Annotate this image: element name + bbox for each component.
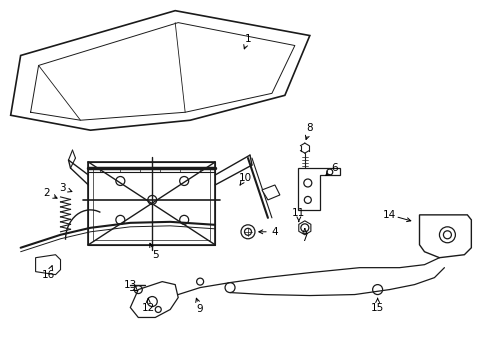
Text: 6: 6 bbox=[331, 163, 337, 173]
Text: 4: 4 bbox=[271, 227, 278, 237]
Text: 8: 8 bbox=[306, 123, 312, 133]
Text: 2: 2 bbox=[43, 188, 50, 198]
Text: 16: 16 bbox=[42, 270, 55, 280]
Text: 1: 1 bbox=[244, 33, 251, 44]
Polygon shape bbox=[262, 185, 279, 200]
Polygon shape bbox=[297, 168, 339, 210]
Text: 15: 15 bbox=[370, 302, 384, 312]
Polygon shape bbox=[11, 11, 309, 130]
Text: 11: 11 bbox=[292, 208, 305, 218]
Text: 9: 9 bbox=[196, 305, 203, 315]
Polygon shape bbox=[88, 162, 215, 245]
Text: 12: 12 bbox=[142, 302, 155, 312]
Text: 13: 13 bbox=[123, 280, 137, 289]
Polygon shape bbox=[298, 221, 310, 235]
Polygon shape bbox=[36, 255, 61, 275]
Text: 5: 5 bbox=[152, 250, 158, 260]
Text: 14: 14 bbox=[382, 210, 395, 220]
Text: 10: 10 bbox=[238, 173, 251, 183]
Polygon shape bbox=[419, 215, 470, 258]
Text: 3: 3 bbox=[59, 183, 66, 193]
Text: 7: 7 bbox=[301, 233, 307, 243]
Polygon shape bbox=[130, 282, 178, 318]
